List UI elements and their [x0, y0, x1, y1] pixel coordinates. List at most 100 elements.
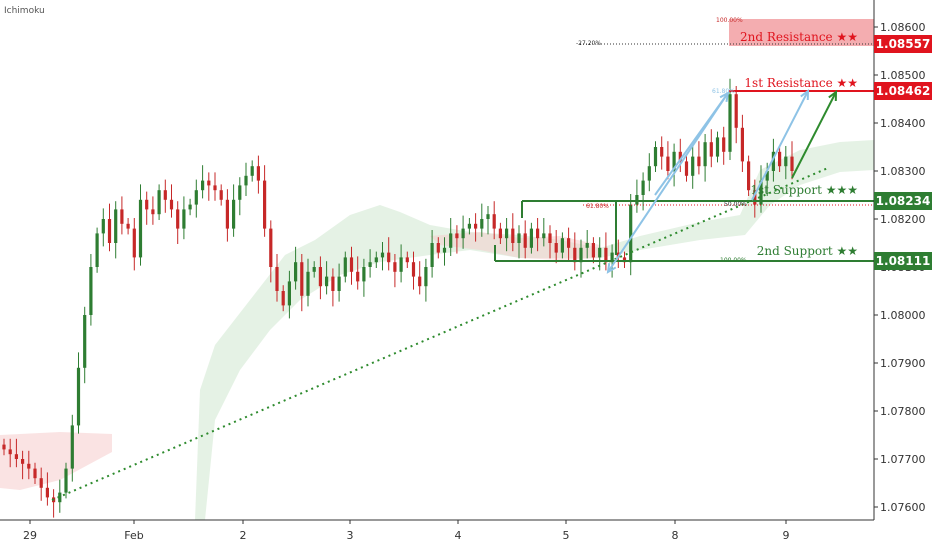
candle-body [213, 185, 217, 191]
candle-body [263, 180, 267, 229]
candle-body [790, 156, 794, 171]
candle-body [579, 247, 583, 263]
ichimoku-cloud-bearish [0, 432, 112, 490]
fib-label-4: 61.80% [586, 203, 609, 210]
candle-body [393, 262, 397, 272]
candle-body [411, 262, 416, 277]
candle-body [244, 175, 248, 186]
candle-body [163, 190, 167, 200]
candle-body [318, 267, 322, 287]
candle-body [362, 267, 366, 282]
candle-body [294, 262, 298, 282]
candle-body [325, 276, 329, 287]
candle-body [554, 243, 558, 253]
candle-body [126, 223, 130, 229]
candle-body [529, 228, 533, 248]
candle-body [585, 243, 589, 248]
candle-body [467, 223, 471, 229]
candle-body [349, 257, 354, 272]
candle-body [8, 449, 12, 455]
candle-body [337, 276, 341, 291]
candle-body [21, 459, 25, 464]
candle-body [107, 219, 112, 243]
candle-body [95, 233, 99, 267]
candle-body [418, 276, 422, 287]
ichimoku-cloud-bullish [195, 140, 874, 520]
candle-body [45, 487, 49, 498]
candle-body [138, 199, 143, 258]
candle-body [542, 233, 546, 239]
time-tick-label: Feb [124, 529, 143, 542]
candle-body [728, 94, 732, 152]
candle-body [759, 180, 763, 205]
fib-label-3: 61.80% [712, 88, 735, 95]
level-label-4: 2nd Support ★★ [757, 244, 858, 258]
candle-body [511, 228, 515, 243]
candle-body [784, 156, 788, 167]
candle-body [405, 257, 409, 263]
arrow-up-green [791, 91, 837, 179]
candle-body [287, 281, 291, 306]
candle-body [666, 156, 670, 171]
candle-body [709, 142, 713, 157]
fib-label-5: 50.00% [724, 201, 747, 208]
arrow-up-2-head [800, 88, 810, 101]
candle-body [250, 166, 254, 176]
time-tick-label: 3 [347, 529, 354, 542]
time-tick-label: 2 [240, 529, 247, 542]
arrow-up-green-head [828, 89, 838, 102]
candle-body [591, 243, 595, 258]
candle-body [536, 228, 540, 239]
candle-body [548, 233, 552, 243]
level-label-3: 1st Support ★★★ [750, 183, 858, 197]
ichimoku-cloud-bearish-2 [430, 232, 600, 260]
price-tag-bg-2 [874, 82, 932, 100]
candle-body [281, 291, 285, 306]
arrow-up-2 [751, 90, 809, 201]
candle-body [269, 228, 273, 267]
candle-body [715, 137, 720, 157]
candle-body [238, 185, 242, 200]
price-tag-value-4: 1.08111 [876, 254, 931, 268]
candle-body [83, 315, 87, 368]
candle-body [380, 252, 385, 258]
candle-body [560, 238, 564, 253]
candle-body [194, 190, 198, 205]
price-tag-bg-3 [874, 192, 932, 210]
candle-body [567, 238, 571, 248]
candle-body [39, 478, 43, 488]
candle-body [232, 199, 236, 229]
candle-body [225, 199, 229, 229]
candle-body [653, 147, 658, 167]
price-tick-label: 1.08500 [880, 69, 926, 82]
candle-body [145, 199, 149, 210]
candle-body [492, 214, 496, 229]
candle-body [157, 190, 161, 215]
candle-body [356, 271, 360, 282]
level-label-2: 1st Resistance ★★ [744, 76, 858, 90]
candle-body [2, 444, 6, 450]
fib-label-2: -27.20% [576, 40, 601, 47]
candle-body [275, 267, 279, 291]
candle-body [331, 276, 335, 291]
candle-body [734, 94, 738, 128]
candle-body [678, 151, 682, 162]
candle-body [399, 257, 403, 272]
candle-body [691, 156, 695, 176]
candle-body [747, 161, 751, 191]
arrow-down-1 [607, 92, 729, 273]
candle-body [89, 267, 93, 315]
price-tick-label: 1.08200 [880, 213, 926, 226]
candle-body [641, 180, 645, 195]
candle-body [610, 252, 614, 263]
candle-body [697, 156, 701, 167]
candle-body [387, 252, 391, 263]
candle-body [740, 127, 744, 162]
indicator-label: Ichimoku [4, 6, 45, 16]
candle-body [660, 147, 664, 157]
candle-body [312, 267, 316, 272]
candle-body [64, 468, 68, 493]
candle-body [703, 142, 707, 167]
